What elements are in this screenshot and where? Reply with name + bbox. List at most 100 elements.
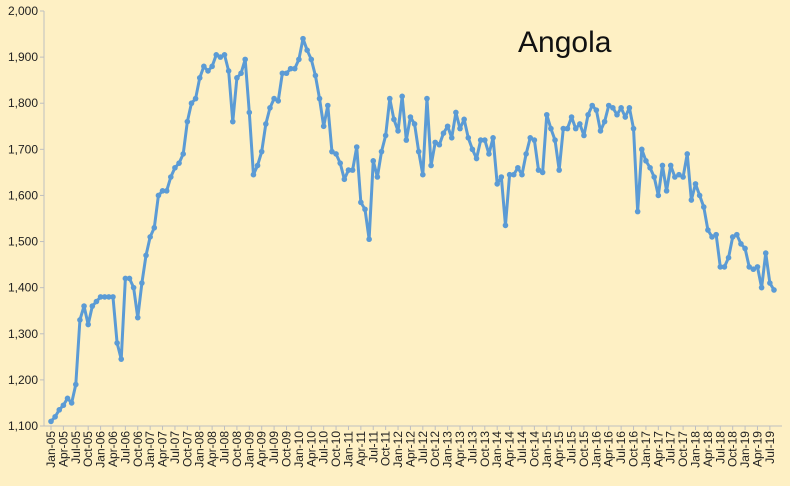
data-point [469, 146, 476, 153]
data-point [341, 176, 348, 183]
data-point [391, 116, 397, 123]
data-point [52, 413, 58, 420]
data-point [672, 174, 678, 180]
data-point [630, 125, 637, 132]
x-tick-label: Oct-05 [81, 431, 95, 467]
data-point [333, 151, 339, 157]
data-point [680, 174, 686, 180]
data-point [626, 105, 633, 111]
data-point [362, 206, 368, 213]
data-point [192, 95, 199, 102]
x-tick-label: Jul-17 [664, 431, 678, 464]
x-tick-label: Jan-15 [540, 431, 554, 468]
x-tick-label: Jul-11 [366, 431, 380, 463]
data-point [151, 224, 158, 231]
data-point [482, 137, 488, 143]
data-point [523, 151, 529, 157]
x-tick-label: Oct-10 [329, 431, 343, 467]
data-point [535, 167, 542, 173]
data-point [465, 135, 472, 141]
data-point [64, 395, 71, 402]
x-tick-label: Jan-16 [589, 431, 603, 468]
data-point [577, 121, 583, 127]
data-point [110, 294, 116, 300]
x-tick-label: Oct-16 [627, 431, 641, 467]
data-point [424, 95, 430, 102]
data-point [130, 284, 137, 291]
data-point [254, 162, 261, 169]
x-tick-label: Apr-09 [255, 431, 269, 467]
x-tick-label: Jul-14 [515, 431, 529, 464]
data-point [581, 132, 587, 139]
data-point [709, 234, 715, 240]
data-point [477, 137, 484, 143]
x-tick-label: Apr-18 [701, 431, 715, 467]
data-point [225, 68, 232, 74]
data-point [473, 155, 480, 162]
data-point [436, 141, 443, 148]
data-point [643, 158, 649, 164]
data-point [77, 317, 83, 323]
data-point [163, 188, 170, 194]
data-point [762, 250, 769, 256]
data-point [134, 314, 141, 321]
data-point [568, 114, 575, 120]
data-point [420, 171, 426, 178]
data-point [738, 241, 744, 247]
data-point [180, 151, 187, 157]
data-point [345, 167, 352, 173]
data-point [572, 125, 579, 132]
x-tick-label: Apr-17 [651, 431, 665, 467]
data-point [750, 266, 757, 273]
data-point [304, 47, 310, 53]
data-point [395, 128, 401, 134]
data-point [618, 105, 624, 111]
data-point [159, 188, 166, 194]
data-point [97, 294, 104, 300]
data-point [176, 160, 182, 166]
x-tick-label: Apr-12 [403, 431, 417, 467]
data-point [72, 381, 79, 388]
x-tick-label: Oct-11 [379, 431, 393, 466]
y-tick-label: 1,100 [8, 419, 38, 433]
data-point [519, 171, 525, 178]
data-point [634, 208, 641, 215]
x-tick-label: Oct-13 [478, 431, 492, 467]
data-point [428, 162, 434, 169]
data-point [440, 130, 447, 136]
data-point [498, 174, 505, 180]
data-point [155, 192, 162, 199]
data-point [502, 222, 509, 229]
data-point [597, 128, 604, 134]
data-point [651, 174, 657, 180]
data-point [527, 135, 534, 141]
y-tick-label: 1,900 [8, 50, 38, 64]
data-point [370, 158, 377, 164]
x-tick-label: Oct-09 [279, 431, 293, 467]
x-tick-label: Apr-10 [304, 431, 318, 467]
x-tick-label: Oct-07 [180, 431, 194, 467]
data-point [403, 137, 410, 143]
data-point [283, 70, 290, 77]
data-point [271, 95, 277, 102]
data-point [771, 287, 777, 293]
data-point [68, 400, 75, 406]
data-point [168, 174, 174, 180]
x-tick-label: Oct-08 [230, 431, 244, 467]
data-point [399, 93, 405, 100]
x-tick-label: Jan-09 [242, 431, 256, 468]
data-point [605, 102, 612, 109]
x-tick-label: Apr-05 [56, 431, 70, 467]
data-point [81, 303, 87, 309]
x-tick-label: Jan-12 [391, 431, 405, 468]
data-point [56, 407, 63, 413]
x-tick-label: Jan-06 [94, 431, 108, 468]
data-point [101, 294, 108, 300]
data-point [638, 146, 645, 153]
data-point [291, 65, 298, 72]
data-point [494, 181, 500, 187]
data-point [329, 148, 335, 155]
data-point [725, 254, 732, 261]
x-tick-label: Apr-16 [602, 431, 616, 467]
